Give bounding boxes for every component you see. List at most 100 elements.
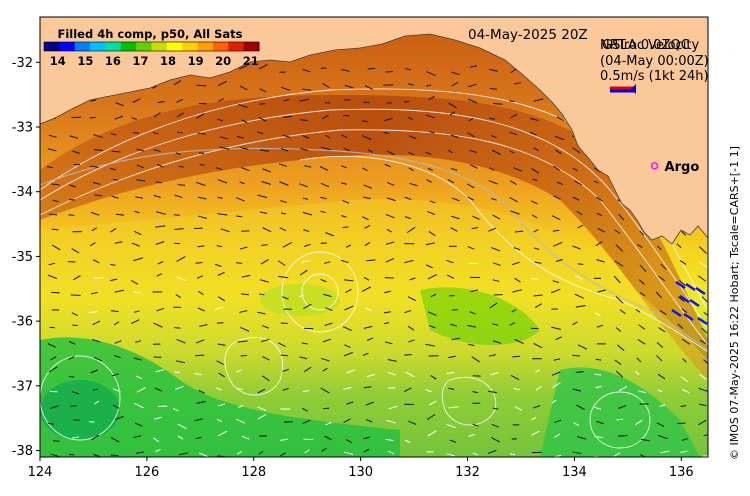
- velocity-arrow: [593, 406, 602, 410]
- velocity-arrow: [407, 116, 414, 121]
- velocity-arrow: [299, 356, 308, 360]
- velocity-arrow: [510, 113, 518, 119]
- velocity-arrow: [324, 435, 332, 441]
- velocity-arrow: [488, 227, 497, 232]
- velocity-arrow: [50, 356, 57, 361]
- velocity-arrow: [135, 422, 143, 427]
- colorbar-cell: [59, 42, 76, 51]
- velocity-arrow: [470, 289, 478, 293]
- velocity-arrow: [214, 306, 223, 311]
- velocity-arrow: [552, 229, 560, 232]
- velocity-arrow: [50, 405, 59, 409]
- velocity-arrow: [196, 400, 206, 404]
- velocity-arrow: [614, 452, 621, 457]
- velocity-arrow: [681, 308, 688, 314]
- velocity-arrow: [131, 319, 140, 324]
- velocity-arrow: [47, 343, 56, 348]
- velocity-arrow: [553, 241, 563, 247]
- velocity-arrow: [216, 245, 223, 248]
- velocity-arrow: [346, 401, 354, 405]
- velocity-arrow: [320, 278, 327, 283]
- velocity-arrow: [322, 367, 328, 372]
- velocity-legend-line1: NRTroc Velocity: [600, 38, 699, 53]
- velocity-arrow: [176, 98, 183, 103]
- velocity-arrow: [469, 311, 476, 315]
- velocity-arrow: [572, 245, 581, 250]
- velocity-arrow: [217, 271, 225, 276]
- velocity-arrow: [304, 243, 311, 247]
- velocity-arrow: [216, 418, 223, 423]
- velocity-arrow: [450, 167, 458, 171]
- velocity-arrow: [447, 274, 455, 279]
- velocity-arrow: [93, 453, 100, 457]
- velocity-arrow: [703, 434, 708, 437]
- velocity-arrow: [175, 152, 181, 156]
- velocity-arrow: [366, 259, 376, 262]
- velocity-arrow: [195, 261, 203, 264]
- velocity-arrow: [320, 146, 331, 151]
- velocity-arrow: [387, 359, 397, 362]
- velocity-arrow: [219, 136, 229, 140]
- velocity-arrow: [680, 450, 689, 453]
- velocity-arrow: [343, 386, 352, 390]
- velocity-arrow: [450, 227, 458, 232]
- velocity-arrow: [471, 226, 479, 230]
- velocity-arrow: [448, 406, 459, 409]
- cool-patch-east: [540, 367, 700, 457]
- velocity-arrow: [176, 276, 187, 282]
- velocity-arrow: [469, 149, 477, 153]
- velocity-arrow: [594, 312, 601, 317]
- velocity-arrow: [197, 275, 203, 279]
- velocity-arrow: [258, 64, 268, 70]
- velocity-arrow: [361, 120, 369, 123]
- colorbar-cell: [197, 42, 214, 51]
- velocity-arrow: [513, 387, 520, 391]
- velocity-arrow: [408, 339, 415, 343]
- velocity-arrow: [299, 98, 310, 102]
- velocity-arrow: [279, 163, 287, 167]
- velocity-arrow: [489, 68, 498, 72]
- velocity-arrow: [572, 354, 581, 357]
- velocity-arrow: [657, 389, 663, 392]
- velocity-arrow: [90, 369, 99, 374]
- velocity-arrow: [152, 85, 158, 89]
- velocity-arrow: [135, 340, 142, 343]
- velocity-arrow: [155, 181, 162, 184]
- velocity-arrow: [681, 338, 691, 345]
- velocity-arrow: [362, 167, 368, 172]
- velocity-arrow: [405, 67, 412, 71]
- velocity-arrow: [447, 178, 455, 184]
- velocity-arrow: [551, 326, 562, 331]
- velocity-arrow: [239, 85, 248, 91]
- velocity-arrow: [552, 382, 561, 388]
- velocity-arrow: [510, 374, 520, 381]
- velocity-arrow: [679, 280, 686, 287]
- velocity-arrow: [303, 229, 310, 232]
- velocity-arrow: [697, 275, 707, 282]
- colorbar-cell: [74, 42, 91, 51]
- velocity-arrow: [301, 342, 308, 345]
- velocity-arrow: [239, 181, 245, 185]
- leeuwin-current-band: [40, 95, 708, 380]
- velocity-arrow: [385, 241, 395, 245]
- velocity-arrow: [698, 387, 708, 393]
- velocity-arrow: [363, 277, 370, 281]
- velocity-arrow: [408, 167, 414, 172]
- velocity-arrow: [404, 387, 412, 392]
- velocity-legend-line3: (04-May 00:00Z): [600, 54, 709, 69]
- velocity-arrow: [241, 435, 250, 440]
- velocity-arrow: [154, 112, 161, 118]
- velocity-arrow: [384, 290, 392, 294]
- velocity-arrow: [236, 135, 245, 139]
- velocity-arrow: [345, 288, 352, 293]
- velocity-arrow: [470, 65, 478, 68]
- velocity-arrow: [513, 82, 522, 85]
- velocity-arrow: [173, 408, 179, 412]
- velocity-arrow: [701, 327, 708, 334]
- velocity-arrow: [387, 371, 396, 376]
- velocity-arrow: [237, 340, 248, 343]
- velocity-arrow: [577, 344, 588, 350]
- velocity-arrow: [383, 311, 391, 314]
- velocity-arrow: [133, 291, 140, 294]
- velocity-arrow: [408, 135, 417, 140]
